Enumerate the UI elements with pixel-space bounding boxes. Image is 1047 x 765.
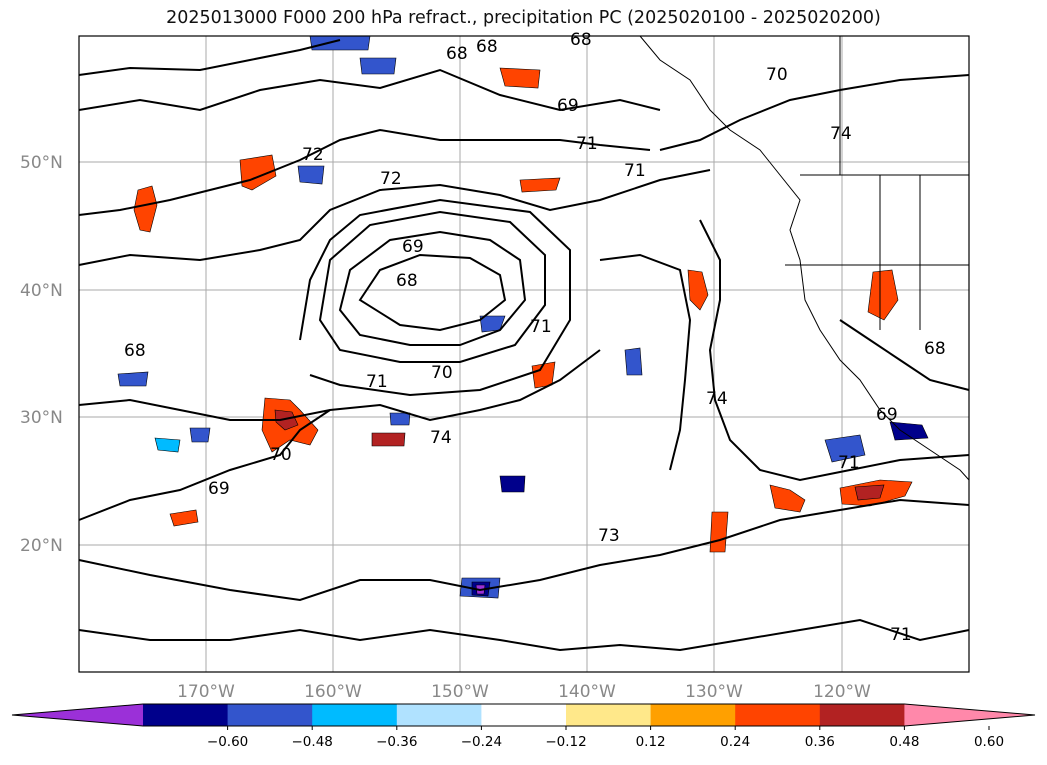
contour-label: 71 xyxy=(838,453,860,473)
contour-label: 69 xyxy=(557,96,579,116)
contour-label: 69 xyxy=(876,405,898,425)
colorbar-segment xyxy=(566,704,652,726)
contour-label: 68 xyxy=(476,37,498,57)
plot-area xyxy=(79,36,969,672)
contour-label: 70 xyxy=(270,445,292,465)
lat-label: 40°N xyxy=(20,281,63,301)
contour-label: 69 xyxy=(402,237,424,257)
contour-label: 70 xyxy=(431,363,453,383)
colorbar-tick-label: 0.48 xyxy=(889,734,919,750)
colorbar-segment xyxy=(312,704,398,726)
longitude-labels: 170°W 160°W 150°W 140°W 130°W 120°W xyxy=(177,682,871,702)
contour-label: 71 xyxy=(366,372,388,392)
gridlines xyxy=(79,36,969,672)
contour-label: 68 xyxy=(570,30,592,50)
colorbar-tick-label: 0.24 xyxy=(720,734,750,750)
colorbar: −0.60 −0.48 −0.36 −0.24 −0.12 0.12 0.24 0.36 0.4… xyxy=(11,703,1036,750)
contour-label: 71 xyxy=(530,317,552,337)
lat-label: 30°N xyxy=(20,408,63,428)
colorbar-tick-label: 0.36 xyxy=(805,734,835,750)
contour-label: 74 xyxy=(430,428,452,448)
colorbar-segment xyxy=(481,704,567,726)
contour-label: 71 xyxy=(624,161,646,181)
colorbar-segment xyxy=(735,704,821,726)
contour-label: 68 xyxy=(124,341,146,361)
contour-label: 71 xyxy=(890,625,912,645)
plot-border xyxy=(78,35,970,673)
contour-label: 72 xyxy=(380,169,402,189)
lon-label: 130°W xyxy=(685,682,743,702)
contour-label: 73 xyxy=(598,526,620,546)
colorbar-tick-label: 0.12 xyxy=(636,734,666,750)
contour-label: 72 xyxy=(302,145,324,165)
colorbar-tick-label: 0.60 xyxy=(974,734,1004,750)
coastlines xyxy=(639,35,970,481)
latitude-labels: 50°N 40°N 30°N 20°N xyxy=(20,153,63,556)
contour-label: 74 xyxy=(830,124,852,144)
lon-label: 120°W xyxy=(813,682,871,702)
contour-label: 70 xyxy=(766,65,788,85)
colorbar-extend-max xyxy=(904,704,1035,726)
lon-label: 150°W xyxy=(431,682,489,702)
colorbar-segment xyxy=(396,704,482,726)
colorbar-outline xyxy=(11,703,1036,727)
lat-label: 50°N xyxy=(20,153,63,173)
lon-label: 140°W xyxy=(558,682,616,702)
colorbar-extend-min xyxy=(12,704,143,726)
contour-label: 68 xyxy=(396,271,418,291)
contour-label: 71 xyxy=(576,134,598,154)
colorbar-tick-label: −0.48 xyxy=(292,734,333,750)
colorbar-tick-label: −0.24 xyxy=(461,734,502,750)
lon-label: 160°W xyxy=(304,682,362,702)
colorbar-tick-label: −0.36 xyxy=(376,734,417,750)
colorbar-tick-label: −0.60 xyxy=(207,734,248,750)
contour-label: 74 xyxy=(706,389,728,409)
colorbar-tick-label: −0.12 xyxy=(545,734,586,750)
colorbar-segment xyxy=(227,704,313,726)
contour-labels: 68 68 68 70 69 71 74 72 72 71 69 68 71 7… xyxy=(124,30,946,645)
contour-label: 69 xyxy=(208,479,230,499)
contour-lines xyxy=(78,39,970,652)
map-title: 2025013000 F000 200 hPa refract., precip… xyxy=(166,8,881,28)
colorbar-segment xyxy=(819,704,905,726)
contour-label: 68 xyxy=(446,44,468,64)
contour-label: 68 xyxy=(924,339,946,359)
lon-label: 170°W xyxy=(177,682,235,702)
lat-label: 20°N xyxy=(20,536,63,556)
colorbar-segment xyxy=(650,704,736,726)
colorbar-segment xyxy=(143,704,229,726)
precipitation-field xyxy=(117,35,929,599)
